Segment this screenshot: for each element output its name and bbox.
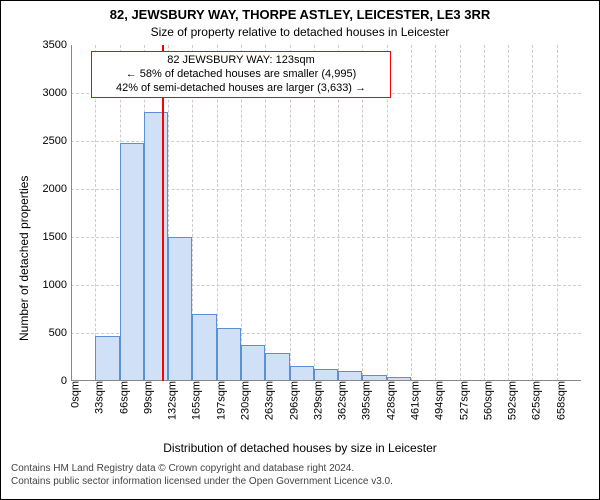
grid-v — [290, 45, 291, 381]
x-tick-label: 625sqm — [527, 381, 543, 420]
y-tick-label: 500 — [49, 327, 71, 339]
x-axis-caption: Distribution of detached houses by size … — [1, 441, 599, 455]
page-title: 82, JEWSBURY WAY, THORPE ASTLEY, LEICEST… — [1, 7, 599, 22]
grid-v — [241, 45, 242, 381]
histogram-bar — [290, 366, 314, 381]
y-axis-line — [71, 45, 72, 381]
y-tick-label: 3500 — [43, 39, 71, 51]
y-tick-label: 2000 — [43, 183, 71, 195]
x-tick-label: 263sqm — [260, 381, 276, 420]
x-tick-label: 362sqm — [333, 381, 349, 420]
y-tick-label: 1000 — [43, 279, 71, 291]
x-tick-label: 592sqm — [503, 381, 519, 420]
y-tick-label: 3000 — [43, 87, 71, 99]
footer: Contains HM Land Registry data © Crown c… — [1, 463, 393, 488]
grid-h — [71, 93, 581, 94]
grid-v — [460, 45, 461, 381]
x-tick-label: 197sqm — [211, 381, 227, 420]
x-tick-label: 428sqm — [381, 381, 397, 420]
x-tick-label: 395sqm — [357, 381, 373, 420]
grid-v — [484, 45, 485, 381]
x-tick-label: 494sqm — [430, 381, 446, 420]
grid-v — [387, 45, 388, 381]
x-tick-label: 461sqm — [406, 381, 422, 420]
grid-v — [557, 45, 558, 381]
histogram-bar — [217, 328, 241, 381]
x-tick-label: 560sqm — [478, 381, 494, 420]
x-tick-label: 165sqm — [187, 381, 203, 420]
x-tick-label: 329sqm — [308, 381, 324, 420]
footer-line2: Contains public sector information licen… — [11, 476, 393, 489]
histogram-bar — [192, 314, 216, 381]
x-tick-label: 132sqm — [163, 381, 179, 420]
x-tick-label: 527sqm — [454, 381, 470, 420]
grid-v — [95, 45, 96, 381]
x-tick-label: 66sqm — [114, 381, 130, 414]
histogram-bar — [95, 336, 119, 381]
x-tick-label: 296sqm — [284, 381, 300, 420]
chart-plot-area: 05001000150020002500300035000sqm33sqm66s… — [71, 45, 581, 381]
grid-v — [314, 45, 315, 381]
y-axis-label: Number of detached properties — [17, 176, 31, 341]
histogram-bar — [265, 353, 289, 381]
histogram-bar — [120, 143, 144, 381]
x-axis-line — [71, 380, 581, 381]
x-tick-label: 658sqm — [551, 381, 567, 420]
histogram-bar — [168, 237, 192, 381]
grid-v — [435, 45, 436, 381]
grid-v — [338, 45, 339, 381]
grid-v — [265, 45, 266, 381]
histogram-bar — [241, 345, 265, 381]
marker-line — [162, 45, 164, 381]
histogram-bar — [144, 112, 168, 381]
x-tick-label: 33sqm — [90, 381, 106, 414]
y-tick-label: 1500 — [43, 231, 71, 243]
grid-v — [532, 45, 533, 381]
footer-line1: Contains HM Land Registry data © Crown c… — [11, 463, 393, 476]
x-tick-label: 0sqm — [66, 381, 82, 408]
page-subtitle: Size of property relative to detached ho… — [1, 25, 599, 39]
grid-v — [411, 45, 412, 381]
grid-v — [362, 45, 363, 381]
x-tick-label: 230sqm — [236, 381, 252, 420]
grid-v — [508, 45, 509, 381]
y-tick-label: 2500 — [43, 135, 71, 147]
x-tick-label: 99sqm — [138, 381, 154, 414]
